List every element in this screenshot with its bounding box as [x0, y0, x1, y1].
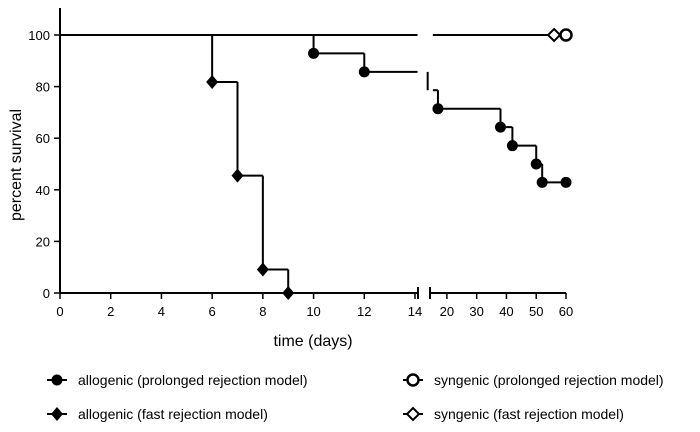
data-point [432, 103, 444, 115]
data-point [546, 27, 562, 43]
data-point [308, 47, 320, 59]
legend-item: syngenic (prolonged rejection model) [403, 372, 664, 388]
data-point [560, 176, 572, 188]
legend-marker [51, 374, 63, 386]
x-tick-label: 12 [357, 304, 371, 319]
x-tick-label: 2 [107, 304, 114, 319]
data-point [506, 140, 518, 152]
x-tick-label: 30 [469, 304, 483, 319]
y-tick-label: 0 [43, 286, 50, 301]
y-tick-label: 40 [36, 183, 50, 198]
legend-label: allogenic (fast rejection model) [78, 406, 268, 422]
legend-label: allogenic (prolonged rejection model) [78, 372, 308, 388]
series-0 [60, 34, 572, 188]
y-tick-label: 80 [36, 80, 50, 95]
x-tick-label: 40 [499, 304, 513, 319]
data-point [536, 176, 548, 188]
legend-item: syngenic (fast rejection model) [403, 406, 624, 422]
y-tick-label: 20 [36, 234, 50, 249]
x-tick-label: 6 [209, 304, 216, 319]
x-tick-label: 50 [529, 304, 543, 319]
legend: allogenic (prolonged rejection model) syn… [47, 372, 664, 422]
data-point [530, 158, 542, 170]
y-tick-label: 60 [36, 131, 50, 146]
legend-label: syngenic (prolonged rejection model) [434, 372, 664, 388]
legend-item: allogenic (fast rejection model) [47, 406, 268, 422]
legend-marker [405, 406, 421, 422]
legend-item: allogenic (prolonged rejection model) [47, 372, 308, 388]
series-1 [60, 34, 295, 300]
x-tick-label: 10 [306, 304, 320, 319]
data-point [206, 74, 219, 89]
x-tick-label: 60 [559, 304, 573, 319]
ticks-group: 0 20 40 60 80 100 0 2 4 6 8 10 12 14 20 30 40 50 60 [28, 28, 573, 319]
legend-label: syngenic (fast rejection model) [434, 406, 624, 422]
x-tick-label: 14 [408, 304, 422, 319]
data-point [494, 121, 506, 133]
axes-group [59, 8, 566, 299]
x-tick-label: 20 [440, 304, 454, 319]
data-point [358, 66, 370, 78]
x-axis-title: time (days) [273, 333, 352, 350]
x-tick-label: 0 [56, 304, 63, 319]
data-point [256, 262, 269, 277]
x-tick-label: 8 [259, 304, 266, 319]
y-tick-label: 100 [28, 28, 50, 43]
legend-marker [406, 373, 420, 387]
data-point [559, 28, 573, 42]
x-tick-label: 4 [158, 304, 165, 319]
curves-group [60, 27, 573, 300]
y-axis-title: percent survival [8, 109, 25, 221]
legend-marker [51, 407, 63, 421]
data-point [282, 286, 295, 300]
data-point [231, 168, 244, 183]
